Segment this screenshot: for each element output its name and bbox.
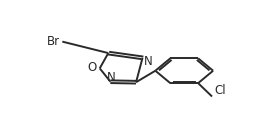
Text: N: N (107, 71, 116, 84)
Text: O: O (87, 61, 97, 74)
Text: Cl: Cl (214, 84, 226, 97)
Text: N: N (144, 55, 152, 68)
Text: Br: Br (47, 35, 60, 48)
